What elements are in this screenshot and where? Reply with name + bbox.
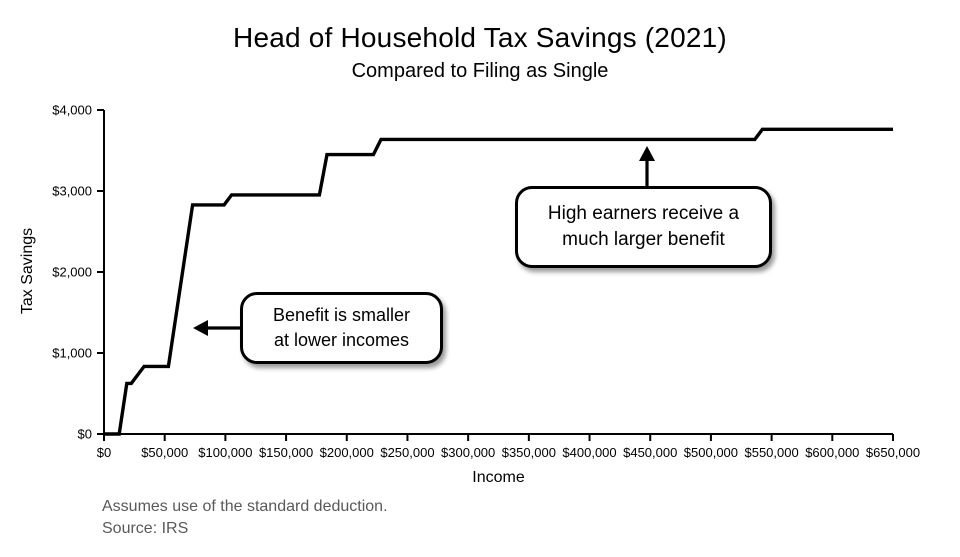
x-tick-label: $250,000 [380, 445, 434, 460]
annotation-text-line: at lower incomes [273, 330, 410, 350]
x-tick-label: $0 [97, 445, 111, 460]
x-tick-label: $550,000 [744, 445, 798, 460]
y-tick-label: $1,000 [52, 346, 92, 361]
y-tick-label: $3,000 [52, 184, 92, 199]
x-tick-label: $350,000 [502, 445, 556, 460]
y-tick-label: $4,000 [52, 103, 92, 118]
x-tick-label: $650,000 [866, 445, 920, 460]
x-tick-label: $400,000 [562, 445, 616, 460]
annotation-box-high-income: High earners receive a much larger benef… [515, 186, 772, 268]
footer-source: Source: IRS [102, 520, 189, 537]
x-tick-label: $100,000 [198, 445, 252, 460]
annotation-text-line: High earners receive a [547, 202, 740, 224]
y-axis-title: Tax Savings [19, 227, 36, 315]
x-axis-title: Income [472, 469, 525, 486]
tax-savings-line [104, 127, 893, 436]
annotation-arrow-left-icon [193, 320, 208, 336]
chart-title: Head of Household Tax Savings (2021) [233, 22, 727, 53]
axis-spines [103, 110, 893, 435]
chart-subtitle: Compared to Filing as Single [351, 60, 609, 82]
y-tick-label: $0 [78, 427, 92, 442]
x-tick-label: $600,000 [805, 445, 859, 460]
annotation-box-low-income: Benefit is smaller at lower incomes [240, 292, 443, 364]
x-tick-label: $500,000 [684, 445, 738, 460]
annotation-arrow-up-icon [639, 146, 655, 161]
footer-notes: Assumes use of the standard deduction. S… [102, 496, 388, 540]
x-tick-label: $50,000 [141, 445, 188, 460]
annotation-text-line: Benefit is smaller [272, 305, 411, 326]
x-tick-label: $300,000 [441, 445, 495, 460]
x-tick-label: $150,000 [259, 445, 313, 460]
x-tick-label: $450,000 [623, 445, 677, 460]
y-tick-label: $2,000 [52, 265, 92, 280]
x-tick-label: $200,000 [320, 445, 374, 460]
annotation-text-line: much larger benefit [562, 229, 725, 250]
footer-note: Assumes use of the standard deduction. [102, 498, 388, 515]
